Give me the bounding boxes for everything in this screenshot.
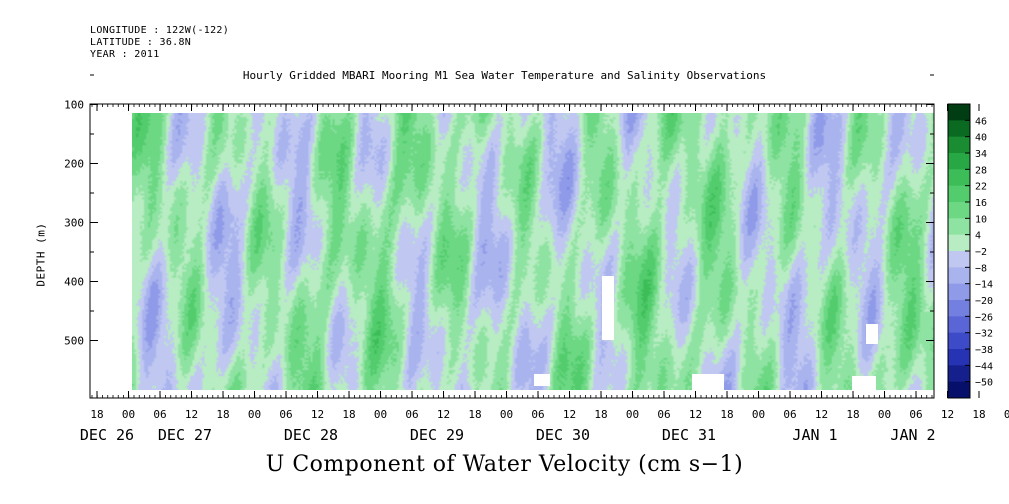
velocity-heatmap: [132, 113, 934, 390]
missing-data-gap: [602, 276, 614, 340]
x-hour-tick-label: 18: [972, 408, 985, 421]
colorbar-swatch: [948, 153, 970, 170]
y-tick-label: 200: [64, 158, 84, 171]
colorbar-label: 4: [975, 231, 981, 242]
x-hour-tick-label: 12: [437, 408, 450, 421]
x-hour-tick-label: 12: [185, 408, 198, 421]
year-label: YEAR : 2011: [90, 49, 160, 60]
missing-data-gap: [534, 374, 550, 386]
variable-title: U Component of Water Velocity (cm s−1): [265, 452, 744, 477]
x-hour-tick-label: 00: [122, 408, 135, 421]
colorbar-label: −2: [975, 247, 987, 258]
x-date-label: JAN 2: [890, 426, 935, 444]
colorbar-label: −50: [975, 378, 993, 389]
colorbar-swatch: [948, 120, 970, 138]
colorbar-label: −14: [975, 280, 993, 291]
colorbar-label: 22: [975, 182, 987, 193]
x-hour-tick-label: 06: [657, 408, 670, 421]
x-date-label: JAN 1: [792, 426, 837, 444]
x-hour-tick-label: 18: [342, 408, 355, 421]
missing-data-gap: [866, 324, 878, 344]
colorbar-swatch: [948, 251, 970, 268]
colorbar-label: 40: [975, 133, 987, 144]
colorbar-swatch: [948, 283, 970, 301]
x-hour-tick-label: 00: [500, 408, 513, 421]
colorbar-swatch: [948, 234, 970, 252]
colorbar-swatch: [948, 316, 970, 334]
x-date-label: DEC 29: [410, 426, 464, 444]
x-hour-tick-label: 18: [594, 408, 607, 421]
missing-data-gap: [692, 374, 724, 390]
x-hour-tick-label: 12: [689, 408, 702, 421]
colorbar-swatch: [948, 300, 970, 317]
x-hour-tick-label: 06: [909, 408, 922, 421]
colorbar-swatch: [948, 332, 970, 350]
colorbar-swatch: [948, 136, 970, 154]
x-date-label: DEC 27: [158, 426, 212, 444]
x-hour-tick-label: 06: [531, 408, 544, 421]
x-hour-tick-label: 18: [846, 408, 859, 421]
x-hour-tick-label: 00: [752, 408, 765, 421]
colorbar-label: −44: [975, 361, 993, 372]
x-hour-tick-label: 00: [1004, 408, 1009, 421]
x-hour-tick-label: 18: [216, 408, 229, 421]
y-tick-label: 400: [64, 276, 84, 289]
x-hour-tick-label: 12: [563, 408, 576, 421]
x-hour-tick-label: 12: [311, 408, 324, 421]
colorbar-label: 28: [975, 165, 987, 176]
colorbar-swatch: [948, 202, 970, 219]
x-hour-tick-label: 18: [468, 408, 481, 421]
x-date-label: DEC 31: [662, 426, 716, 444]
y-tick-label: 500: [64, 335, 84, 348]
x-hour-tick-label: 00: [626, 408, 639, 421]
colorbar-label: −8: [975, 263, 987, 274]
colorbar-swatch: [948, 169, 970, 187]
x-hour-tick-label: 00: [878, 408, 891, 421]
colorbar-label: 34: [975, 149, 987, 160]
colorbar-label: −32: [975, 329, 993, 340]
y-tick-label: 100: [64, 99, 84, 112]
colorbar-label: 16: [975, 198, 987, 209]
colorbar-label: −26: [975, 312, 993, 323]
latitude-label: LATITUDE : 36.8N: [90, 37, 192, 48]
y-tick-label: 300: [64, 217, 84, 230]
x-hour-tick-label: 12: [815, 408, 828, 421]
x-hour-tick-label: 06: [279, 408, 292, 421]
colorbar-swatch: [948, 104, 970, 121]
colorbar-swatch: [948, 267, 970, 285]
x-date-label: DEC 30: [536, 426, 590, 444]
colorbar-swatch: [948, 365, 970, 383]
colorbar-label: −38: [975, 345, 993, 356]
x-hour-tick-label: 18: [720, 408, 733, 421]
colorbar-swatch: [948, 381, 970, 399]
colorbar-swatch: [948, 349, 970, 366]
x-date-label: DEC 28: [284, 426, 338, 444]
x-hour-tick-label: 12: [941, 408, 954, 421]
x-hour-tick-label: 00: [374, 408, 387, 421]
colorbar-swatch: [948, 218, 970, 236]
colorbar-label: 10: [975, 214, 987, 225]
x-date-label: DEC 26: [80, 426, 134, 444]
x-hour-tick-label: 06: [405, 408, 418, 421]
longitude-label: LONGITUDE : 122W(-122): [90, 25, 230, 36]
chart-title: Hourly Gridded MBARI Mooring M1 Sea Wate…: [242, 69, 767, 82]
x-hour-tick-label: 06: [783, 408, 796, 421]
x-hour-tick-label: 18: [90, 408, 103, 421]
missing-data-gap: [852, 376, 876, 390]
x-hour-tick-label: 00: [248, 408, 261, 421]
colorbar-swatch: [948, 185, 970, 203]
colorbar-label: 46: [975, 116, 987, 127]
x-hour-tick-label: 06: [153, 408, 166, 421]
colorbar-label: −20: [975, 296, 993, 307]
